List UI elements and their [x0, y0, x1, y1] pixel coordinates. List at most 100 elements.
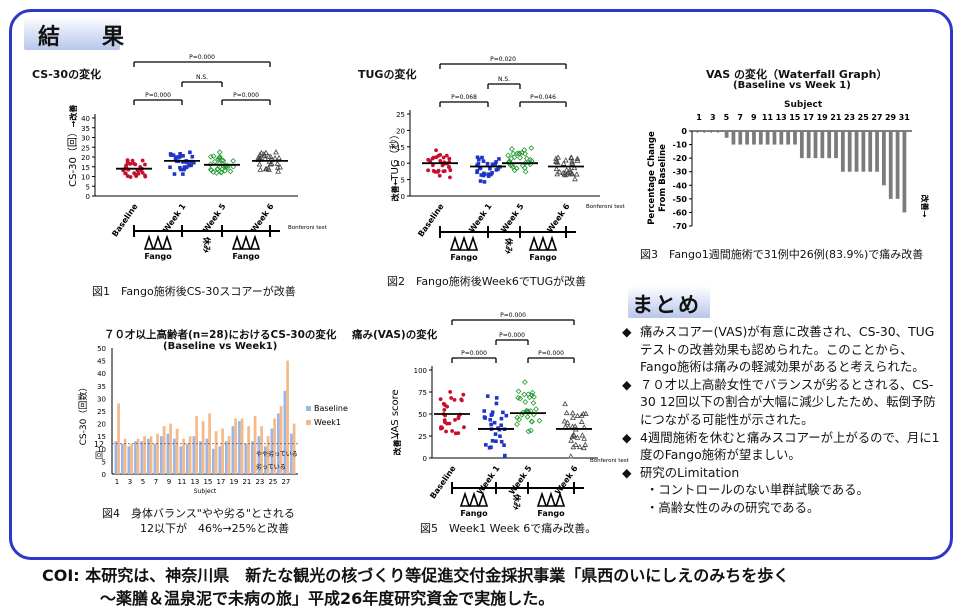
bar-week1: [227, 436, 231, 474]
bar: [895, 131, 900, 199]
fig2-caption: 図2 Fango施術後Week6でTUGが改善: [387, 275, 587, 288]
y-tick-label: 10: [81, 174, 90, 182]
fig1-caption: 図1 Fango施術後CS-30スコアーが改善: [92, 285, 296, 298]
y-tick-label: 15: [81, 164, 90, 172]
data-point: [561, 418, 568, 424]
data-point: [527, 427, 534, 434]
data-point: [210, 169, 217, 175]
data-point: [168, 165, 172, 170]
y-tick-label: 25: [97, 408, 106, 416]
x-tick-label: 23: [844, 113, 855, 122]
bar: [758, 131, 763, 145]
data-point: [438, 158, 443, 163]
bar-baseline: [147, 438, 150, 474]
data-point: [171, 153, 176, 157]
data-point: [478, 179, 483, 183]
treatment-triangle: [458, 235, 470, 251]
bar: [840, 131, 845, 172]
fig3-subject-label: Subject: [784, 100, 823, 110]
data-point: [525, 428, 532, 435]
data-point: [570, 414, 576, 420]
y-tick-label: 75: [418, 389, 427, 397]
results-header-band: [24, 16, 120, 50]
fango-label: Fango: [460, 509, 488, 518]
data-point: [481, 173, 486, 178]
treatment-triangle: [554, 491, 566, 507]
y-tick-label: 50: [418, 411, 427, 419]
data-point: [169, 153, 173, 157]
x-tick-label: 13: [190, 478, 199, 486]
y-tick-label: 20: [81, 154, 90, 162]
data-point: [516, 150, 523, 157]
data-point: [498, 434, 502, 439]
bar: [820, 131, 825, 159]
data-point: [533, 406, 539, 412]
bar-week1: [188, 436, 192, 474]
data-point: [581, 444, 587, 451]
bar-week1: [143, 436, 146, 474]
x-tick-label: 29: [885, 113, 897, 122]
y-tick-label: 50: [97, 345, 106, 353]
treatment-triangle: [161, 234, 173, 250]
data-point: [580, 410, 587, 417]
data-point: [529, 389, 536, 396]
data-point: [125, 161, 130, 166]
results-header: 結 果: [38, 25, 135, 50]
data-point: [177, 155, 182, 159]
fig3-title2: (Baseline vs Week 1): [733, 80, 851, 91]
data-point: [143, 162, 147, 167]
data-point: [227, 168, 234, 175]
x-tick-label: 5: [724, 113, 730, 122]
data-point: [450, 429, 455, 433]
fig2-title: TUGの変化: [358, 68, 417, 81]
data-point: [574, 412, 581, 418]
x-tick-label: Week 5: [507, 464, 534, 497]
bar-baseline: [205, 438, 209, 474]
data-point: [574, 155, 581, 161]
data-point: [441, 401, 446, 406]
fango-label: Fango: [144, 252, 172, 261]
p-value-label: P=0.046: [530, 94, 556, 101]
data-point: [487, 445, 492, 450]
p-value-label: P=0.000: [500, 312, 526, 319]
data-point: [524, 413, 531, 420]
fig4-caption2: 12以下が 46%→25%と改善: [140, 522, 290, 535]
data-point: [434, 148, 438, 153]
coi-line2: ～薬膳＆温泉泥で未病の旅」平成26年度研究資金で実施した。: [100, 589, 555, 608]
y-tick-label: -60: [673, 208, 688, 217]
data-point: [560, 160, 567, 166]
data-point: [442, 407, 447, 412]
data-point: [563, 409, 570, 416]
bar: [875, 131, 879, 172]
fig5-title: 痛み(VAS)の変化: [352, 329, 438, 341]
rest-label: 休み: [512, 493, 522, 510]
bar: [793, 131, 797, 145]
data-point: [258, 149, 265, 156]
y-tick-label: 30: [81, 135, 90, 143]
data-point: [476, 161, 481, 166]
data-point: [576, 443, 583, 450]
bar-baseline: [244, 443, 248, 474]
data-point: [437, 173, 442, 178]
data-point: [511, 167, 518, 174]
data-point: [441, 155, 446, 160]
bar: [724, 131, 729, 138]
x-tick-label: 31: [899, 113, 911, 122]
bar-baseline: [238, 421, 241, 474]
y-tick-label: 0: [401, 193, 405, 201]
data-point: [447, 156, 452, 161]
treatment-triangle: [467, 235, 479, 251]
data-point: [189, 163, 193, 168]
summary-limitation: ・コントロールのない単群試験である。: [646, 482, 869, 498]
x-tick-label: 11: [177, 478, 186, 486]
threshold-unit: 回: [95, 451, 103, 460]
bar-baseline: [231, 426, 235, 474]
x-tick-label: 3: [710, 113, 716, 122]
p-value-label: P=0.000: [233, 92, 259, 99]
data-point: [573, 171, 580, 177]
data-point: [569, 433, 576, 439]
data-point: [442, 420, 447, 425]
data-point: [562, 157, 569, 163]
